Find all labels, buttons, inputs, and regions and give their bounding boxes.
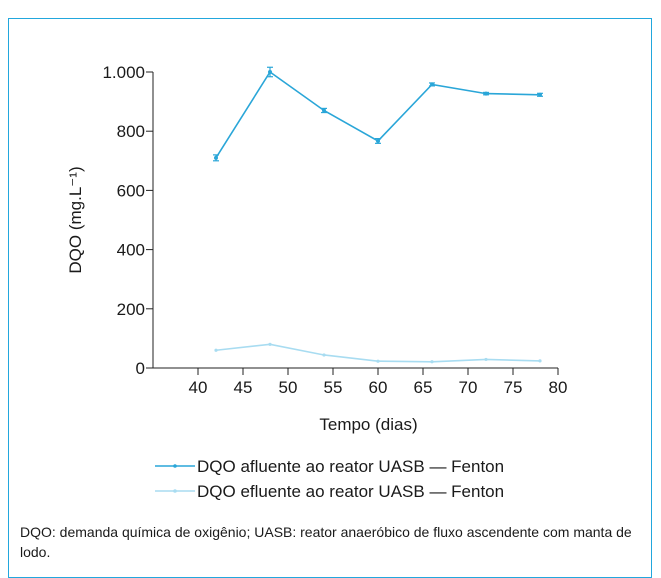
data-point — [376, 359, 380, 363]
x-tick-label: 65 — [414, 378, 433, 397]
data-point — [214, 348, 218, 352]
axes — [152, 72, 558, 369]
series-2 — [214, 342, 542, 364]
legend-label: DQO afluente ao reator UASB — Fenton — [197, 457, 504, 476]
y-tick-label: 800 — [117, 122, 145, 141]
x-axis-title: Tempo (dias) — [319, 415, 417, 434]
x-tick-label: 60 — [369, 378, 388, 397]
data-point — [538, 359, 542, 363]
line-chart: 0 200 400 600 800 1.000 40 45 50 55 60 65 70 75 80 DQ… — [66, 63, 568, 501]
legend-marker — [173, 489, 177, 493]
legend: DQO afluente ao reator UASB — Fenton DQO … — [155, 457, 504, 501]
series-line — [215, 70, 541, 159]
y-tick-label: 1.000 — [102, 63, 145, 82]
x-ticks: 40 45 50 55 60 65 70 75 80 — [189, 368, 568, 397]
series-line — [215, 343, 541, 363]
x-tick-label: 75 — [504, 378, 523, 397]
data-point — [430, 360, 434, 364]
y-tick-label: 600 — [117, 181, 145, 200]
y-ticks: 0 200 400 600 800 1.000 — [102, 63, 153, 378]
data-point — [214, 155, 218, 160]
x-tick-label: 40 — [189, 378, 208, 397]
data-point — [484, 91, 488, 96]
series-1 — [213, 66, 543, 162]
x-tick-label: 50 — [279, 378, 298, 397]
x-tick-label: 55 — [324, 378, 343, 397]
data-point — [322, 353, 326, 357]
y-axis-title: DQO (mg.L⁻¹) — [66, 166, 85, 273]
data-point — [430, 82, 434, 87]
data-point — [268, 70, 272, 74]
data-point — [268, 342, 272, 346]
legend-item: DQO afluente ao reator UASB — Fenton — [155, 457, 504, 476]
y-tick-label: 200 — [117, 300, 145, 319]
x-tick-label: 70 — [459, 378, 478, 397]
legend-item: DQO efluente ao reator UASB — Fenton — [155, 482, 504, 501]
series-layer — [213, 66, 543, 364]
data-point — [538, 92, 542, 97]
data-point — [322, 108, 326, 113]
data-point — [484, 357, 488, 362]
figure-footnote: DQO: demanda química de oxigênio; UASB: … — [20, 524, 632, 560]
x-tick-label: 80 — [549, 378, 568, 397]
x-tick-label: 45 — [234, 378, 253, 397]
legend-label: DQO efluente ao reator UASB — Fenton — [197, 482, 504, 501]
y-tick-label: 0 — [136, 359, 145, 378]
y-tick-label: 400 — [117, 241, 145, 260]
legend-marker — [173, 464, 177, 468]
data-point — [376, 138, 380, 143]
